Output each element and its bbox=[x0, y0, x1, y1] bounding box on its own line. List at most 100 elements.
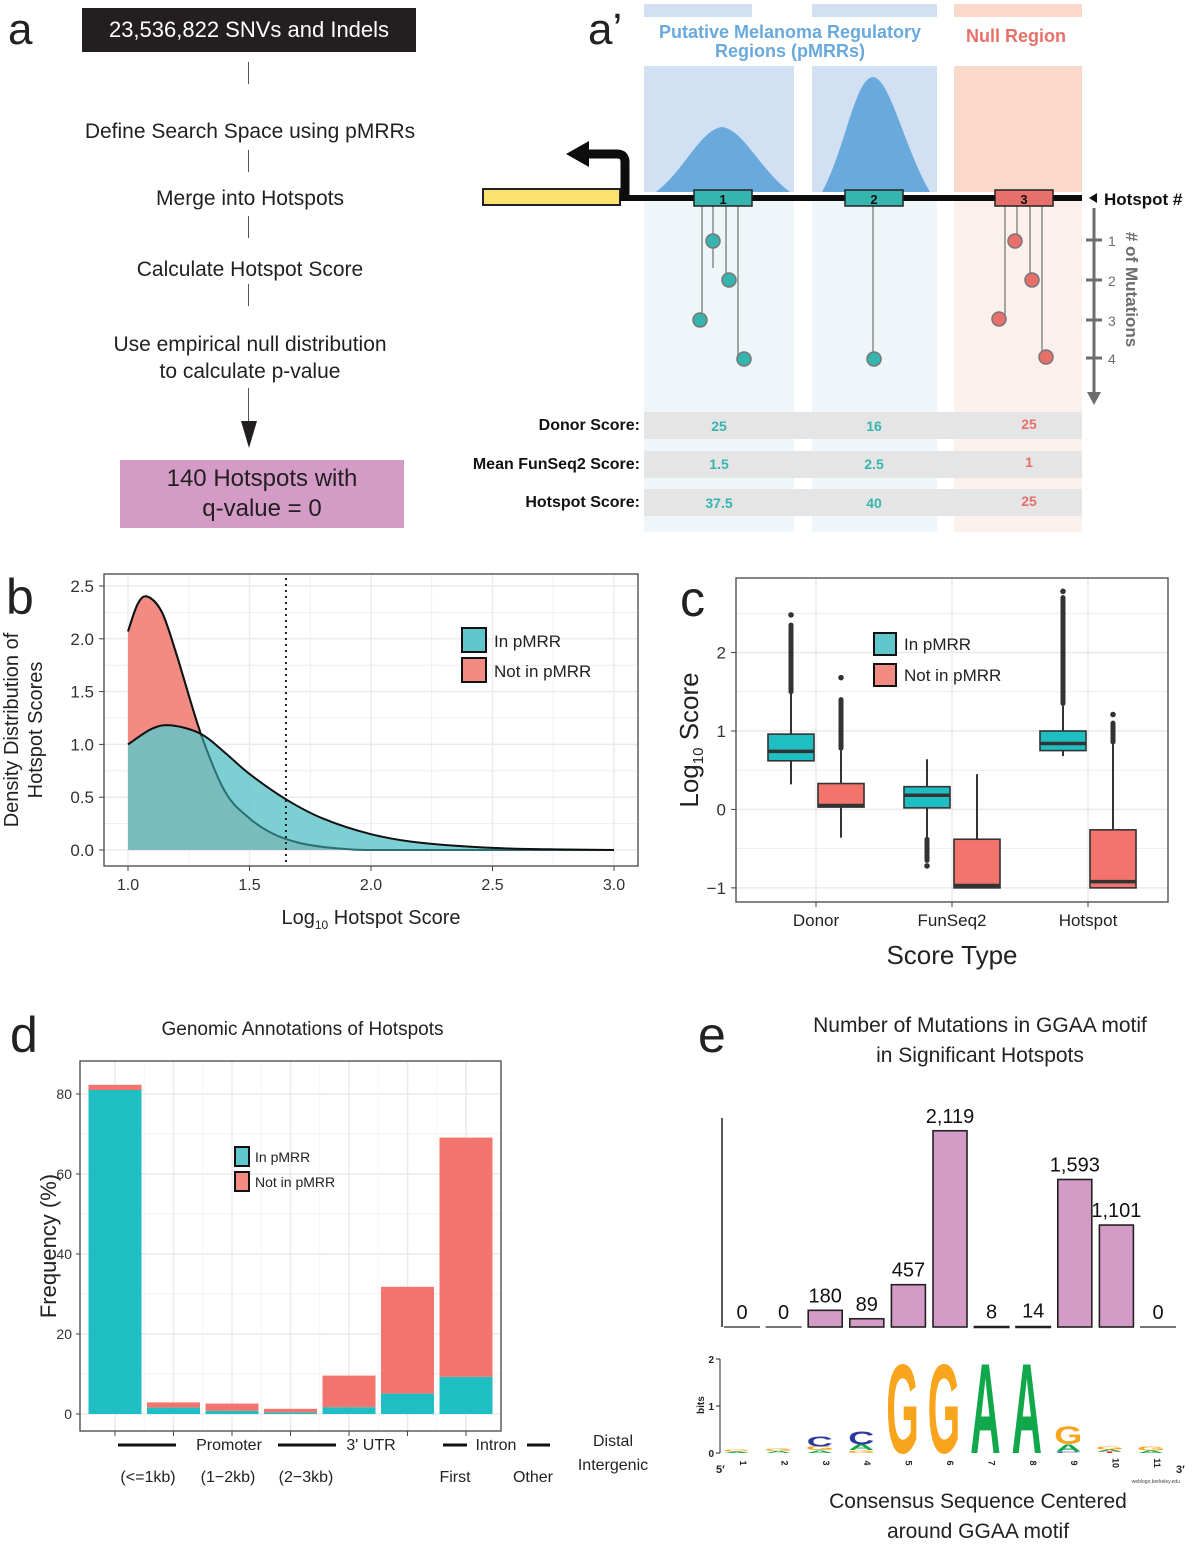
flow-arrow-down-icon bbox=[241, 421, 257, 448]
bar-segment-not-in-pmrr bbox=[439, 1137, 493, 1377]
annotation-bar-chart: Genomic Annotations of Hotspots 0 20 40 60 8… bbox=[36, 1019, 648, 1486]
logo-letter-G: G bbox=[1137, 1446, 1165, 1452]
logo-column-9: CAG bbox=[1054, 1422, 1082, 1454]
flow-connector bbox=[248, 216, 249, 238]
null-header-band bbox=[954, 4, 1082, 17]
bar-position-2: 0 bbox=[765, 1302, 802, 1328]
x-sub-label: (<=1kb) bbox=[120, 1469, 175, 1486]
hotspot-id: 3 bbox=[1020, 192, 1027, 207]
logo-position-label: 10 bbox=[1111, 1458, 1121, 1468]
flow-connector bbox=[248, 62, 249, 84]
bar-segment-not-in-pmrr bbox=[147, 1402, 200, 1408]
logo-y-tick-label: 0 bbox=[708, 1449, 714, 1460]
legend-label: Not in pMRR bbox=[904, 666, 1001, 685]
hotspot-score-3: 25 bbox=[1021, 493, 1037, 509]
logo-letter-G: G bbox=[886, 1339, 919, 1481]
logo-letter-A: A bbox=[724, 1451, 750, 1453]
logo-letter-A: A bbox=[1097, 1449, 1123, 1452]
density-outline-not-in-pmrr bbox=[127, 595, 201, 737]
bar-position-1: 0 bbox=[724, 1302, 760, 1328]
mutation-dot bbox=[1038, 349, 1054, 365]
logo-column-8: A bbox=[1012, 1337, 1042, 1481]
x-tick-label: 1.5 bbox=[238, 877, 260, 894]
count-label: 180 bbox=[809, 1285, 842, 1307]
logo-letter-G: G bbox=[806, 1446, 834, 1452]
chromatin-peak-2 bbox=[822, 77, 930, 192]
pmrr-header-band bbox=[644, 4, 752, 17]
bar-segment-in-pmrr bbox=[439, 1376, 493, 1414]
x-tick-label: 2.0 bbox=[360, 877, 382, 894]
logo-5-prime: 5′ bbox=[716, 1464, 725, 1476]
logo-letter-A: A bbox=[970, 1337, 1000, 1481]
iqr-box bbox=[1039, 730, 1087, 752]
x-axis-label-sub: 10 bbox=[315, 918, 329, 932]
logo-letter-G: G bbox=[847, 1450, 875, 1454]
null-region-title: Null Region bbox=[966, 26, 1066, 46]
logo-y-tick-label: 1 bbox=[708, 1402, 714, 1413]
x-axis-label: Score Type bbox=[886, 940, 1017, 970]
hotspot-id: 1 bbox=[719, 192, 726, 207]
boxplot-not-in-pmrr-funseq2 bbox=[953, 774, 1001, 889]
bar-position-9: 1,593 bbox=[1050, 1154, 1100, 1328]
boxplot-in-pmrr-funseq2 bbox=[903, 759, 951, 869]
legend-swatch bbox=[234, 1171, 250, 1192]
input-variants-box: 23,536,822 SNVs and Indels bbox=[82, 8, 416, 52]
count-bar bbox=[932, 1129, 968, 1328]
legend-swatch bbox=[873, 632, 897, 656]
logo-position-label: 3 bbox=[821, 1460, 831, 1465]
score-row-bg bbox=[644, 489, 1082, 516]
logo-position-label: 8 bbox=[1028, 1460, 1038, 1465]
legend-swatch bbox=[234, 1146, 250, 1167]
bar-segment-not-in-pmrr bbox=[205, 1403, 259, 1411]
outlier-point bbox=[838, 674, 844, 681]
boxplot-in-pmrr-hotspot bbox=[1039, 588, 1087, 757]
bar-position-4: 89 bbox=[849, 1294, 885, 1328]
chart-title: in Significant Hotspots bbox=[876, 1044, 1084, 1067]
chromatin-peak-1 bbox=[656, 127, 790, 192]
logo-credit: weblogo.berkeley.edu bbox=[1132, 1479, 1180, 1485]
legend-label: In pMRR bbox=[904, 635, 971, 654]
logo-letter-G: G bbox=[1054, 1422, 1082, 1450]
logo-position-label: 4 bbox=[862, 1460, 872, 1465]
bar-segment-in-pmrr bbox=[264, 1412, 317, 1414]
logo-y-label: bits bbox=[696, 1396, 707, 1414]
x-tick-label: 2.5 bbox=[481, 877, 503, 894]
tss-arrow bbox=[588, 149, 630, 197]
x-axis-label: Log10 Hotspot Score bbox=[281, 907, 460, 932]
panel-letter-e: e bbox=[698, 1007, 726, 1063]
logo-letter-C: C bbox=[807, 1433, 833, 1449]
tss-arrowhead-icon bbox=[566, 141, 589, 167]
count-bar bbox=[1056, 1178, 1093, 1328]
bar-segment-not-in-pmrr bbox=[88, 1084, 142, 1090]
bar-position-11: 0 bbox=[1140, 1302, 1176, 1328]
x-sub-label: (1−2kb) bbox=[201, 1469, 256, 1486]
logo-3-prime: 3′ bbox=[1176, 1464, 1185, 1476]
logo-letter-A: A bbox=[1138, 1450, 1164, 1454]
y-tick-label: 0.5 bbox=[70, 788, 94, 807]
flow-connector bbox=[248, 284, 249, 306]
y-tick-label: 1.0 bbox=[70, 735, 94, 754]
iqr-box bbox=[1089, 829, 1137, 889]
result-box: 140 Hotspots with q-value = 0 bbox=[120, 460, 404, 528]
logo-column-4: GAC bbox=[847, 1429, 875, 1454]
hotspot-schematic: 1 2 3 Hotspot # 1 2 3 4 # of Mutations P… bbox=[482, 4, 1183, 532]
logo-letter-A: A bbox=[765, 1451, 791, 1454]
x-tick-label: FunSeq2 bbox=[918, 911, 987, 930]
logo-column-5: G bbox=[886, 1339, 919, 1481]
hotspot-box-3 bbox=[994, 189, 1054, 207]
y-tick-label: 1 bbox=[717, 722, 726, 741]
mutation-tick-label: 3 bbox=[1108, 313, 1116, 329]
count-label: 2,119 bbox=[926, 1106, 975, 1128]
legend-label: Not in pMRR bbox=[255, 1174, 335, 1190]
panel-letter-d: d bbox=[10, 1007, 38, 1063]
bar-segment-not-in-pmrr bbox=[264, 1408, 317, 1413]
x-tick-label: Donor bbox=[793, 911, 840, 930]
mutation-dot bbox=[721, 272, 737, 288]
pmrr-title: Regions (pMRRs) bbox=[715, 41, 865, 61]
flow-arrow-shaft bbox=[248, 388, 249, 422]
score-row-bg bbox=[644, 412, 1082, 439]
logo-column-11: AG bbox=[1137, 1446, 1165, 1454]
legend-label: Not in pMRR bbox=[494, 662, 591, 681]
donor-score-2: 16 bbox=[866, 418, 882, 434]
bar-position-8: 14 bbox=[1015, 1301, 1052, 1329]
